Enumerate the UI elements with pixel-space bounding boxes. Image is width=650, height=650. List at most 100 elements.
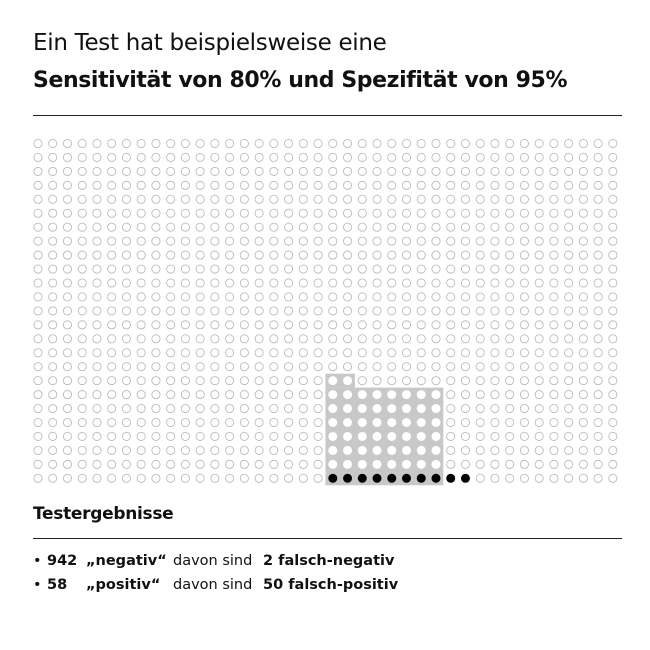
outline-dot [519, 194, 529, 204]
outline-dot [342, 278, 353, 288]
outline-dot [578, 431, 588, 442]
outline-dot [195, 431, 205, 442]
outline-dot [578, 180, 588, 190]
outline-dot [254, 417, 264, 428]
outline-dot [195, 194, 205, 204]
outline-dot [460, 320, 471, 330]
outline-dot [77, 473, 87, 483]
outline-dot [180, 473, 190, 483]
outline-dot [505, 473, 515, 483]
shaded-dot [357, 418, 367, 427]
outline-dot [446, 348, 456, 358]
outline-dot [564, 166, 574, 176]
result-count: 942 [47, 553, 78, 569]
outline-dot [225, 431, 235, 442]
outline-dot [225, 320, 235, 330]
outline-dot [151, 138, 161, 149]
outline-dot [136, 417, 146, 428]
shaded-dot [357, 445, 367, 455]
outline-dot [475, 264, 485, 274]
outline-dot [372, 306, 382, 316]
outline-dot [372, 222, 382, 232]
outline-dot [151, 459, 161, 469]
outline-dot [92, 473, 102, 483]
outline-dot [608, 222, 618, 232]
outline-dot [578, 320, 588, 330]
outline-dot [166, 403, 176, 414]
outline-dot [77, 250, 87, 260]
outline-dot [475, 236, 485, 246]
outline-dot [92, 459, 102, 469]
outline-dot [593, 292, 603, 302]
outline-dot [328, 362, 338, 372]
outline-dot [107, 417, 117, 428]
outline-dot [136, 306, 146, 316]
outline-dot [33, 194, 43, 204]
outline-dot [446, 390, 456, 400]
outline-dot [446, 320, 456, 330]
outline-dot [593, 403, 603, 414]
outline-dot [284, 431, 294, 442]
outline-dot [77, 138, 87, 149]
outline-dot [284, 403, 294, 414]
outline-dot [387, 222, 397, 232]
outline-dot [92, 278, 102, 288]
filled-dot [416, 473, 426, 483]
outline-dot [505, 445, 515, 455]
outline-dot [387, 334, 397, 344]
outline-dot [490, 403, 500, 414]
outline-dot [48, 390, 58, 400]
outline-dot [519, 236, 529, 246]
outline-dot [446, 208, 456, 218]
outline-dot [180, 292, 190, 302]
outline-dot [534, 445, 544, 455]
result-count: 58 [47, 577, 68, 593]
outline-dot [372, 348, 382, 358]
outline-dot [313, 334, 323, 344]
outline-dot [342, 334, 353, 344]
outline-dot [77, 264, 87, 274]
outline-dot [254, 445, 264, 455]
outline-dot [269, 208, 279, 218]
outline-dot [357, 320, 367, 330]
outline-dot [578, 264, 588, 274]
outline-dot [195, 166, 205, 176]
outline-dot [254, 459, 264, 469]
outline-dot [121, 431, 131, 442]
shaded-dot [387, 404, 397, 414]
outline-dot [62, 194, 73, 204]
outline-dot [564, 473, 574, 483]
outline-dot [328, 292, 338, 302]
outline-dot [401, 180, 412, 190]
outline-dot [475, 334, 485, 344]
outline-dot [239, 180, 249, 190]
outline-dot [372, 320, 382, 330]
outline-dot [225, 208, 235, 218]
outline-dot [33, 152, 43, 162]
outline-dot [62, 403, 73, 414]
outline-dot [62, 278, 73, 288]
outline-dot [593, 222, 603, 232]
outline-dot [92, 180, 102, 190]
outline-dot [210, 208, 220, 218]
outline-dot [460, 431, 471, 442]
outline-dot [298, 403, 308, 414]
outline-dot [490, 459, 500, 469]
outline-dot [564, 403, 574, 414]
shaded-dot [372, 459, 382, 469]
shaded-dot [343, 390, 353, 400]
outline-dot [342, 362, 353, 372]
outline-dot [475, 278, 485, 288]
outline-dot [593, 166, 603, 176]
outline-dot [490, 320, 500, 330]
outline-dot [328, 152, 338, 162]
outline-dot [284, 264, 294, 274]
shaded-dot [343, 376, 353, 386]
outline-dot [107, 138, 117, 149]
outline-dot [121, 362, 131, 372]
outline-dot [313, 390, 323, 400]
outline-dot [416, 152, 426, 162]
outline-dot [136, 138, 146, 149]
outline-dot [298, 292, 308, 302]
outline-dot [166, 208, 176, 218]
